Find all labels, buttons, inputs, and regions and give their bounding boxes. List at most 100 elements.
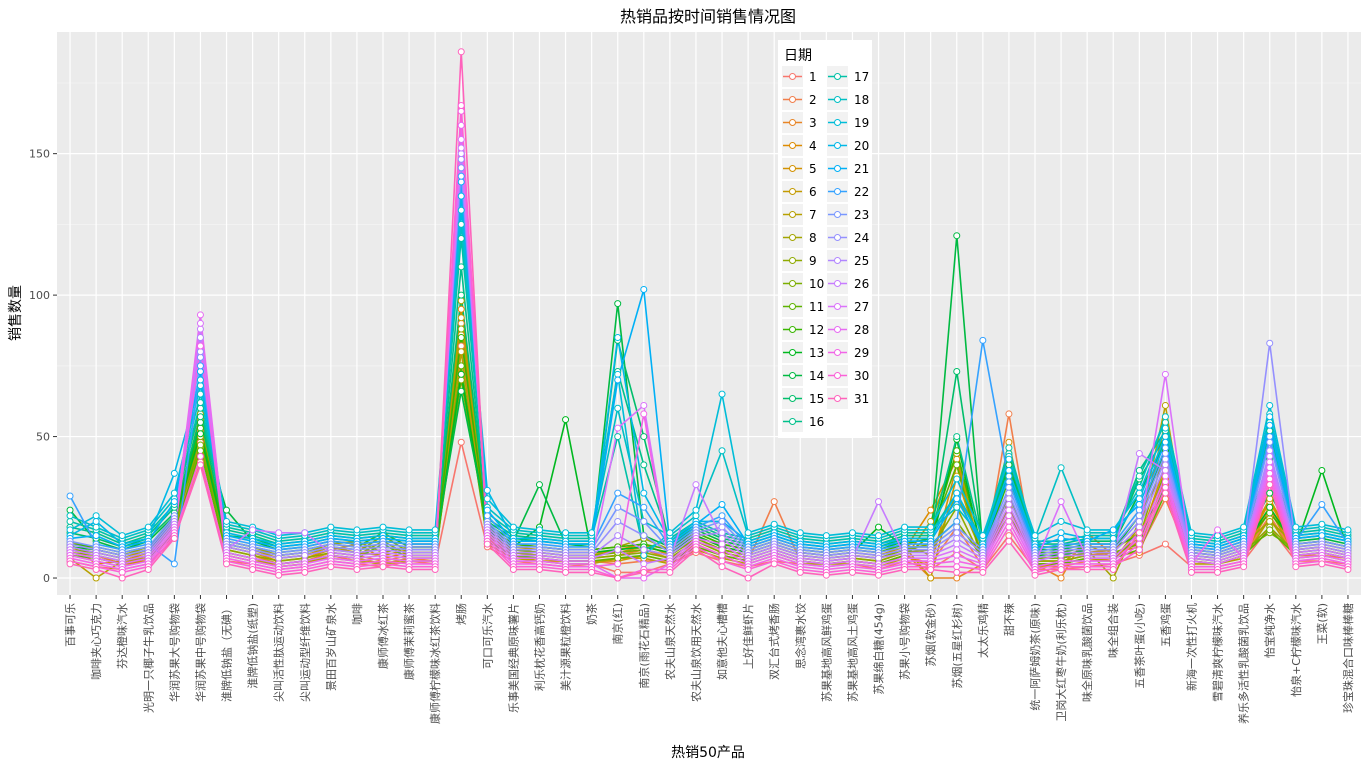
data-point (1240, 563, 1248, 571)
data-point (1266, 413, 1274, 421)
data-point (953, 489, 961, 497)
data-point (614, 334, 622, 342)
data-point (1057, 574, 1065, 582)
data-point (979, 568, 987, 576)
data-point (614, 554, 622, 562)
data-point (1161, 495, 1169, 503)
data-point (1161, 450, 1169, 458)
data-point (614, 300, 622, 308)
data-point (1240, 523, 1248, 531)
data-point (170, 498, 178, 506)
data-point (1057, 498, 1065, 506)
x-tick-label: 王菜(软) (1315, 603, 1329, 645)
legend-title: 日期 (784, 48, 812, 64)
data-point (1266, 339, 1274, 347)
data-point (535, 481, 543, 489)
data-point (223, 517, 231, 525)
data-point (953, 447, 961, 455)
legend-label: 8 (809, 231, 817, 245)
data-point (196, 452, 204, 460)
data-point (1266, 509, 1274, 517)
x-tick-label: 新海一次性打火机 (1184, 603, 1198, 691)
x-tick-label: 怡宝纯净水 (1263, 603, 1277, 658)
data-point (196, 348, 204, 356)
data-point (640, 285, 648, 293)
data-point (953, 574, 961, 582)
x-tick-label: 苏果绵白糖(454g) (872, 603, 886, 695)
data-point (822, 571, 830, 579)
data-point (1005, 455, 1013, 463)
data-point (692, 546, 700, 554)
chart-title: 热销品按时间销售情况图 (620, 7, 796, 26)
data-point (1057, 517, 1065, 525)
data-point (953, 433, 961, 441)
data-point (1057, 529, 1065, 537)
data-point (405, 566, 413, 574)
data-point (875, 554, 883, 562)
series-line-26 (69, 147, 1349, 565)
data-point (1161, 483, 1169, 491)
legend-label: 23 (854, 208, 869, 222)
legend-key-point (834, 395, 841, 402)
data-point (1266, 526, 1274, 534)
data-point (353, 566, 361, 574)
data-point (457, 334, 465, 342)
data-point (953, 503, 961, 511)
data-point (718, 390, 726, 398)
data-point (457, 144, 465, 152)
data-point (1005, 537, 1013, 545)
data-point (588, 568, 596, 576)
data-point (1135, 467, 1143, 475)
data-point (718, 540, 726, 548)
legend-label: 11 (809, 300, 824, 314)
data-point (770, 560, 778, 568)
data-point (1005, 483, 1013, 491)
data-point (457, 107, 465, 115)
legend-label: 31 (854, 392, 869, 406)
data-point (196, 404, 204, 412)
data-point (614, 404, 622, 412)
data-point (1083, 526, 1091, 534)
legend-key-point (789, 211, 796, 218)
data-point (614, 546, 622, 554)
data-point (848, 529, 856, 537)
data-point (692, 512, 700, 520)
data-point (457, 136, 465, 144)
data-point (457, 102, 465, 110)
data-point (718, 534, 726, 542)
data-point (1214, 532, 1222, 540)
data-point (1161, 401, 1169, 409)
data-point (1161, 418, 1169, 426)
x-tick-label: 甜不辣 (1002, 603, 1016, 636)
data-point (196, 399, 204, 407)
data-point (953, 455, 961, 463)
data-point (223, 560, 231, 568)
legend-label: 13 (809, 346, 824, 360)
legend-label: 1 (809, 70, 817, 84)
data-point (1214, 526, 1222, 534)
data-point (1005, 410, 1013, 418)
x-tick-label: 如意他夫心槽槽 (715, 603, 729, 680)
legend-key-point (789, 349, 796, 356)
data-point (953, 495, 961, 503)
x-tick-label: 可口可乐汽水 (480, 603, 494, 669)
data-point (875, 571, 883, 579)
data-point (66, 506, 74, 514)
data-point (562, 529, 570, 537)
data-point (640, 560, 648, 568)
data-point (301, 551, 309, 559)
legend-key-point (789, 303, 796, 310)
data-point (692, 481, 700, 489)
series-line-31 (69, 50, 1349, 579)
data-point (1005, 517, 1013, 525)
data-point (1109, 526, 1117, 534)
series-line-21 (69, 181, 1349, 548)
data-point (170, 534, 178, 542)
data-point (666, 529, 674, 537)
data-point (457, 206, 465, 214)
series-line-25 (69, 152, 1349, 560)
data-point (1135, 489, 1143, 497)
data-point (770, 520, 778, 528)
series-line-23 (69, 167, 1349, 554)
data-point (1161, 455, 1169, 463)
